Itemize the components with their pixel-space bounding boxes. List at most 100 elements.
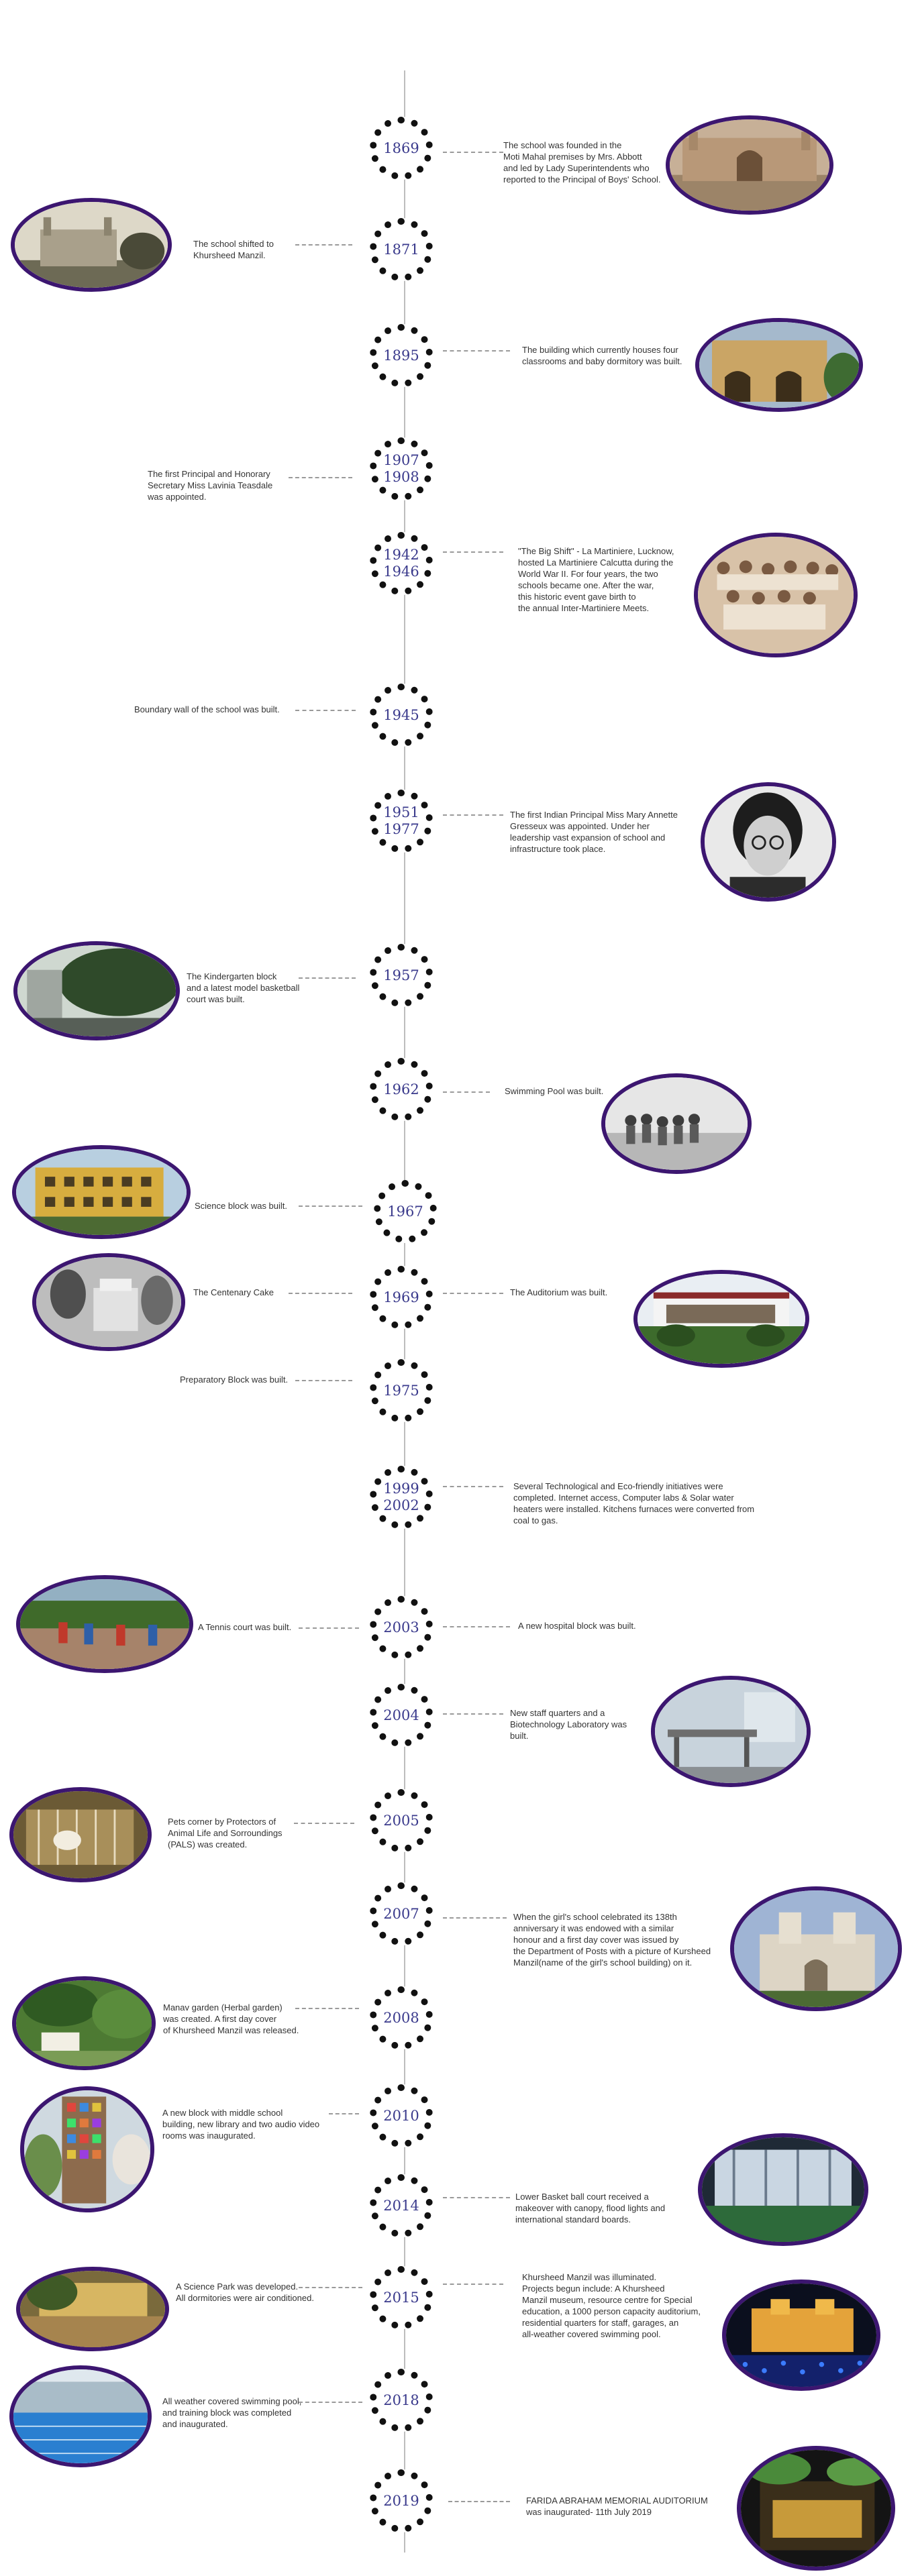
connector [443, 2284, 503, 2285]
connector [443, 350, 510, 352]
event-text: The school was founded in the Moti Mahal… [503, 140, 661, 184]
photo-science-park [16, 2267, 169, 2351]
photo-tennis-court [16, 1575, 193, 1673]
year-node-1869: 1869 [370, 117, 433, 180]
photo-manav-garden [12, 1976, 156, 2070]
photo-big-shift-group [694, 533, 858, 657]
year-label: 2008 [383, 2009, 419, 2026]
photo-miss-gresseux [701, 782, 836, 902]
connector [295, 2008, 359, 2009]
year-label: 1969 [383, 1289, 419, 1305]
connector [443, 1917, 507, 1919]
year-label: 2007 [383, 1905, 419, 1922]
event-text: Preparatory Block was built. [180, 1375, 289, 1385]
year-label: 2014 [383, 2197, 419, 2214]
event-text: Science block was built. [195, 1201, 288, 1211]
connector [295, 1380, 352, 1381]
year-label: 1962 [383, 1081, 419, 1097]
photo-covered-pool [9, 2365, 152, 2467]
event-text: "The Big Shift" - La Martiniere, Lucknow… [518, 546, 674, 613]
year-node-2005: 2005 [370, 1789, 433, 1852]
photo-biotech-lab [651, 1676, 811, 1787]
year-label: 1967 [387, 1203, 423, 1220]
year-label: 2018 [383, 2392, 419, 2408]
year-label: 1951 1977 [383, 804, 419, 837]
connector [448, 2501, 510, 2502]
photo-kindergarten-block [13, 941, 180, 1040]
year-label: 2004 [383, 1707, 419, 1723]
connector [443, 814, 503, 816]
photo-pets-corner [9, 1787, 152, 1882]
event-text: FARIDA ABRAHAM MEMORIAL AUDITORIUM was i… [526, 2496, 708, 2517]
event-text: A new block with middle school building,… [162, 2108, 320, 2141]
photo-new-block-2010 [20, 2086, 154, 2212]
connector [295, 244, 352, 246]
photo-1895-building [695, 318, 863, 412]
event-text: Swimming Pool was built. [505, 1086, 604, 1096]
year-node-1957: 1957 [370, 944, 433, 1007]
photo-moti-mahal [666, 115, 833, 215]
event-text: The first Indian Principal Miss Mary Ann… [510, 810, 678, 854]
connector [443, 1091, 490, 1093]
year-label: 2019 [383, 2492, 419, 2509]
event-text: Lower Basket ball court received a makeo… [515, 2192, 666, 2224]
photo-khursheed-manzil-old [11, 198, 172, 292]
year-label: 2010 [383, 2107, 419, 2124]
year-node-1962: 1962 [370, 1058, 433, 1121]
event-text-left: A Tennis court was built. [198, 1622, 292, 1632]
connector [289, 1293, 352, 1294]
year-node-1871: 1871 [370, 218, 433, 281]
connector [329, 2113, 359, 2114]
connector [294, 1823, 354, 1824]
event-text: The Kindergarten block and a latest mode… [187, 971, 300, 1004]
connector [443, 551, 503, 553]
connector [295, 710, 356, 711]
year-node-1907: 1907 1908 [370, 437, 433, 500]
connector [443, 1486, 503, 1487]
connector [289, 477, 352, 478]
photo-khursheed-manzil [730, 1886, 902, 2011]
year-node-1895: 1895 [370, 324, 433, 387]
year-node-2010: 2010 [370, 2084, 433, 2147]
connector [443, 1293, 503, 1294]
year-label: 1942 1946 [383, 547, 419, 580]
year-node-2019: 2019 [370, 2469, 433, 2532]
event-text: Pets corner by Protectors of Animal Life… [168, 1817, 283, 1849]
photo-science-block [12, 1145, 191, 1239]
connector [299, 1627, 359, 1629]
photo-auditorium [633, 1270, 809, 1368]
event-text: All weather covered swimming pool, and t… [162, 2396, 302, 2429]
year-node-1945: 1945 [370, 684, 433, 747]
event-text: When the girl's school celebrated its 13… [513, 1912, 711, 1968]
event-text-right: Khursheed Manzil was illuminated. Projec… [522, 2272, 701, 2339]
connector [443, 1626, 510, 1627]
photo-swimming-pool-1962 [601, 1073, 752, 1174]
connector [443, 152, 503, 153]
event-text-left: A Science Park was developed. All dormit… [176, 2282, 314, 2303]
year-label: 1907 1908 [383, 452, 419, 485]
year-node-2018: 2018 [370, 2369, 433, 2432]
year-node-2007: 2007 [370, 1882, 433, 1945]
event-text: New staff quarters and a Biotechnology L… [510, 1708, 627, 1741]
year-node-1967: 1967 [374, 1180, 437, 1243]
event-text: Boundary wall of the school was built. [134, 704, 280, 714]
year-node-2008: 2008 [370, 1986, 433, 2049]
connector [299, 2402, 362, 2403]
year-label: 2003 [383, 1619, 419, 1635]
event-text: The building which currently houses four… [522, 345, 682, 366]
year-node-1999: 1999 2002 [370, 1466, 433, 1529]
year-node-1942: 1942 1946 [370, 532, 433, 595]
connector [299, 1205, 362, 1207]
event-text: The first Principal and Honorary Secreta… [148, 469, 273, 502]
year-label: 1975 [383, 1382, 419, 1399]
event-text-left: The Centenary Cake [193, 1287, 274, 1297]
connector [443, 2197, 510, 2198]
photo-farida-abraham-auditorium [737, 2446, 895, 2571]
year-label: 2015 [383, 2289, 419, 2306]
year-label: 1869 [383, 140, 419, 156]
year-node-1975: 1975 [370, 1359, 433, 1422]
photo-illuminated-manzil [722, 2279, 880, 2391]
connector [299, 2287, 362, 2288]
photo-centenary-cake [32, 1253, 185, 1351]
year-label: 1895 [383, 347, 419, 364]
